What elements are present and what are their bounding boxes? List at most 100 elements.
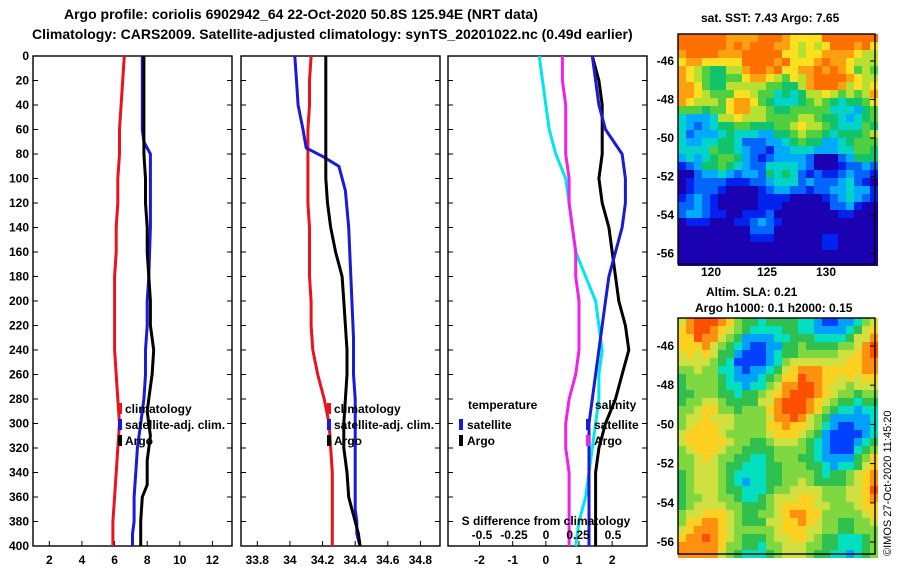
sst-cell	[758, 90, 766, 98]
sst-cell	[734, 82, 742, 90]
sst-cell	[814, 42, 822, 50]
sla-cell	[694, 470, 702, 478]
sla-cell	[782, 398, 790, 406]
sst-cell	[766, 98, 774, 106]
sla-cell	[806, 454, 814, 462]
sst-cell	[822, 58, 830, 66]
sla-cell	[862, 470, 870, 478]
sst-cell	[806, 170, 814, 178]
sst-cell	[838, 34, 846, 42]
depth-tick-label: 60	[16, 123, 30, 137]
sla-cell	[870, 398, 878, 406]
sst-cell	[830, 250, 838, 258]
sst-cell	[710, 162, 718, 170]
sst-cell	[686, 234, 694, 242]
sst-cell	[694, 250, 702, 258]
legend-marker	[327, 419, 331, 430]
sla-cell	[830, 518, 838, 526]
sla-cell	[686, 398, 694, 406]
sla-cell	[838, 350, 846, 358]
sst-cell	[678, 170, 686, 178]
sla-cell	[774, 454, 782, 462]
sst-cell	[718, 202, 726, 210]
sla-cell	[718, 494, 726, 502]
sst-cell	[838, 186, 846, 194]
sst-cell	[774, 202, 782, 210]
sst-cell	[822, 50, 830, 58]
sla-cell	[726, 430, 734, 438]
sst-cell	[782, 154, 790, 162]
sla-cell	[686, 414, 694, 422]
sst-cell	[846, 66, 854, 74]
sst-cell	[862, 226, 870, 234]
sst-cell	[862, 106, 870, 114]
sla-cell	[742, 446, 750, 454]
sst-cell	[710, 178, 718, 186]
sla-cell	[686, 422, 694, 430]
sst-cell	[870, 114, 878, 122]
sla-cell	[862, 398, 870, 406]
sst-cell	[734, 130, 742, 138]
sla-cell	[686, 446, 694, 454]
sla-cell	[750, 518, 758, 526]
sla-cell	[678, 326, 686, 334]
sla-cell	[790, 430, 798, 438]
depth-tick-label: 360	[9, 490, 29, 504]
sla-cell	[766, 502, 774, 510]
sst-cell	[686, 210, 694, 218]
sst-cell	[734, 250, 742, 258]
sst-cell	[854, 82, 862, 90]
sla-cell	[758, 350, 766, 358]
sla-cell	[686, 502, 694, 510]
sla-cell	[766, 342, 774, 350]
sla-cell	[774, 502, 782, 510]
sla-cell	[798, 510, 806, 518]
sst-cell	[718, 122, 726, 130]
sla-cell	[782, 390, 790, 398]
sst-cell	[726, 218, 734, 226]
sla-cell	[686, 350, 694, 358]
sst-cell	[766, 250, 774, 258]
sla-cell	[814, 422, 822, 430]
sst-cell	[822, 42, 830, 50]
sla-cell	[862, 518, 870, 526]
sst-cell	[846, 90, 854, 98]
sst-cell	[822, 82, 830, 90]
sst-cell	[702, 250, 710, 258]
sst-cell	[702, 34, 710, 42]
sst-cell	[846, 130, 854, 138]
sst-cell	[806, 74, 814, 82]
sla-cell	[854, 334, 862, 342]
sla-cell	[822, 446, 830, 454]
sla-cell	[774, 422, 782, 430]
sst-cell	[702, 122, 710, 130]
sla-cell	[822, 334, 830, 342]
sla-cell	[750, 382, 758, 390]
sla-cell	[686, 478, 694, 486]
sla-cell	[718, 406, 726, 414]
sla-cell	[702, 406, 710, 414]
sst-cell	[806, 90, 814, 98]
sst-cell	[814, 218, 822, 226]
sst-cell	[806, 210, 814, 218]
sst-cell	[798, 58, 806, 66]
sla-cell	[790, 486, 798, 494]
sla-cell	[686, 510, 694, 518]
depth-tick-label: 200	[9, 294, 29, 308]
sla-cell	[822, 318, 830, 326]
sst-cell	[734, 210, 742, 218]
sla-cell	[678, 390, 686, 398]
sst-cell	[790, 50, 798, 58]
sla-cell	[830, 478, 838, 486]
sst-cell	[750, 162, 758, 170]
sla-cell	[686, 470, 694, 478]
sla-cell	[774, 542, 782, 550]
sla-cell	[830, 526, 838, 534]
sst-cell	[678, 82, 686, 90]
sla-cell	[734, 478, 742, 486]
sla-cell	[758, 334, 766, 342]
sla-cell	[854, 398, 862, 406]
sst-cell	[686, 98, 694, 106]
sst-cell	[814, 98, 822, 106]
sla-cell	[766, 454, 774, 462]
